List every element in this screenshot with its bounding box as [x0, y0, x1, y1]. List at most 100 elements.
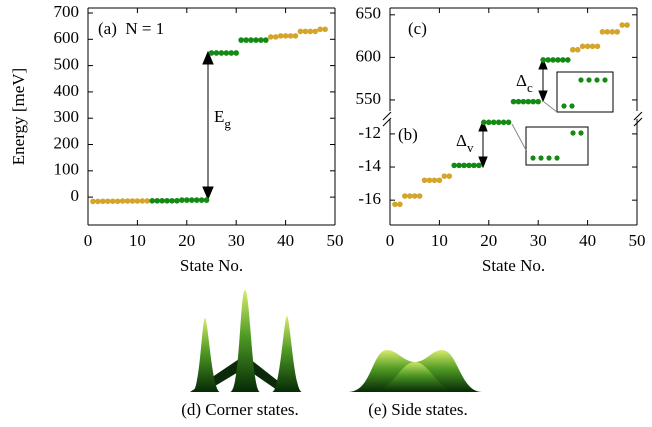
- data-point: [144, 198, 151, 204]
- data-point: [169, 197, 175, 204]
- data-point: [461, 162, 467, 169]
- y-tick-label: 550: [356, 89, 382, 108]
- x-tick-label: 20: [480, 231, 497, 250]
- y-tick-label: 600: [356, 46, 382, 65]
- data-point: [248, 37, 254, 43]
- data-point: [114, 198, 121, 205]
- data-point: [530, 98, 537, 105]
- x-tick-label: 0: [386, 231, 395, 250]
- data-point: [476, 162, 482, 169]
- data-point: [287, 33, 294, 39]
- data-point: [322, 26, 328, 33]
- data-point: [416, 193, 423, 199]
- data-point: [486, 119, 492, 126]
- data-point: [411, 193, 418, 199]
- data-point: [421, 177, 428, 184]
- data-point: [451, 162, 458, 169]
- inset-link: [543, 101, 558, 113]
- data-point: [441, 173, 448, 179]
- data-point: [609, 29, 616, 35]
- data-point: [263, 37, 269, 43]
- data-point: [203, 197, 210, 203]
- data-point: [119, 198, 126, 204]
- data-point: [624, 22, 630, 28]
- y-tick-label: 0: [71, 186, 80, 205]
- data-point: [307, 28, 314, 35]
- data-point: [614, 29, 621, 35]
- x-tick-label: 0: [84, 231, 93, 250]
- data-point: [154, 197, 160, 204]
- data-point: [312, 28, 319, 35]
- data-point: [619, 22, 625, 28]
- data-point: [574, 46, 581, 53]
- data-point: [535, 98, 541, 105]
- panel-label: (a) N = 1: [98, 19, 164, 38]
- inset-link: [511, 123, 527, 151]
- data-point: [100, 198, 106, 205]
- data-point: [233, 50, 239, 56]
- data-point: [238, 37, 244, 43]
- annotation: Eg: [214, 107, 231, 131]
- y-tick-label: 400: [54, 81, 80, 100]
- data-point: [565, 57, 571, 63]
- data-point: [520, 98, 527, 105]
- annotation: Δv: [456, 131, 474, 155]
- data-point: [406, 193, 413, 199]
- data-point: [184, 197, 190, 203]
- data-point: [213, 50, 220, 56]
- data-point: [179, 197, 185, 203]
- x-tick-label: 50: [629, 231, 646, 250]
- side-states-plot: [348, 350, 482, 392]
- annotation: Δc: [516, 71, 533, 95]
- x-tick-label: 30: [228, 231, 245, 250]
- annotation-text: E: [214, 107, 224, 126]
- x-tick-label: 10: [431, 231, 448, 250]
- data-point: [174, 197, 180, 204]
- data-point: [560, 57, 566, 63]
- annotation-subscript: v: [467, 140, 474, 155]
- arrow-heads: [202, 50, 214, 201]
- data-point: [589, 43, 596, 50]
- y-tick-label: -14: [358, 156, 381, 175]
- data-point: [90, 198, 96, 205]
- annotation-subscript: g: [224, 116, 231, 131]
- panel-label: (b): [398, 125, 418, 144]
- decorations: [202, 50, 643, 201]
- data-point: [109, 198, 116, 205]
- data-point: [317, 26, 323, 33]
- data-point: [515, 98, 522, 105]
- data-point: [490, 119, 497, 126]
- data-point: [510, 98, 517, 105]
- y-tick-label: 200: [54, 133, 80, 152]
- data-point: [555, 57, 561, 63]
- y-tick-label: -12: [358, 123, 381, 142]
- y-tick-label: 300: [54, 107, 80, 126]
- data-point: [456, 162, 462, 169]
- data-point: [525, 98, 532, 105]
- data-point: [243, 37, 249, 43]
- data-point: [297, 28, 304, 35]
- data-point: [228, 50, 235, 56]
- data-point: [579, 43, 586, 50]
- annotation-subscript: c: [527, 80, 533, 95]
- corner-states-plot: [190, 290, 302, 392]
- data-point: [584, 43, 591, 50]
- data-point: [193, 197, 200, 203]
- x-axis-label: State No.: [180, 256, 243, 275]
- data-point: [545, 57, 551, 63]
- data-point: [594, 43, 601, 50]
- data-point: [124, 198, 131, 204]
- y-axis-label: Energy [meV]: [9, 68, 28, 165]
- data-point: [397, 201, 403, 208]
- y-tick-label: 700: [54, 2, 80, 21]
- data-point: [208, 50, 215, 56]
- y-tick-label: 600: [54, 28, 80, 47]
- x-tick-label: 40: [579, 231, 596, 250]
- inset-dots: [530, 77, 608, 161]
- y-tick-label: 650: [356, 4, 382, 23]
- data-point: [149, 197, 156, 204]
- x-tick-label: 10: [129, 231, 146, 250]
- data-point: [218, 50, 225, 56]
- data-point: [272, 34, 279, 40]
- data-point: [481, 119, 487, 126]
